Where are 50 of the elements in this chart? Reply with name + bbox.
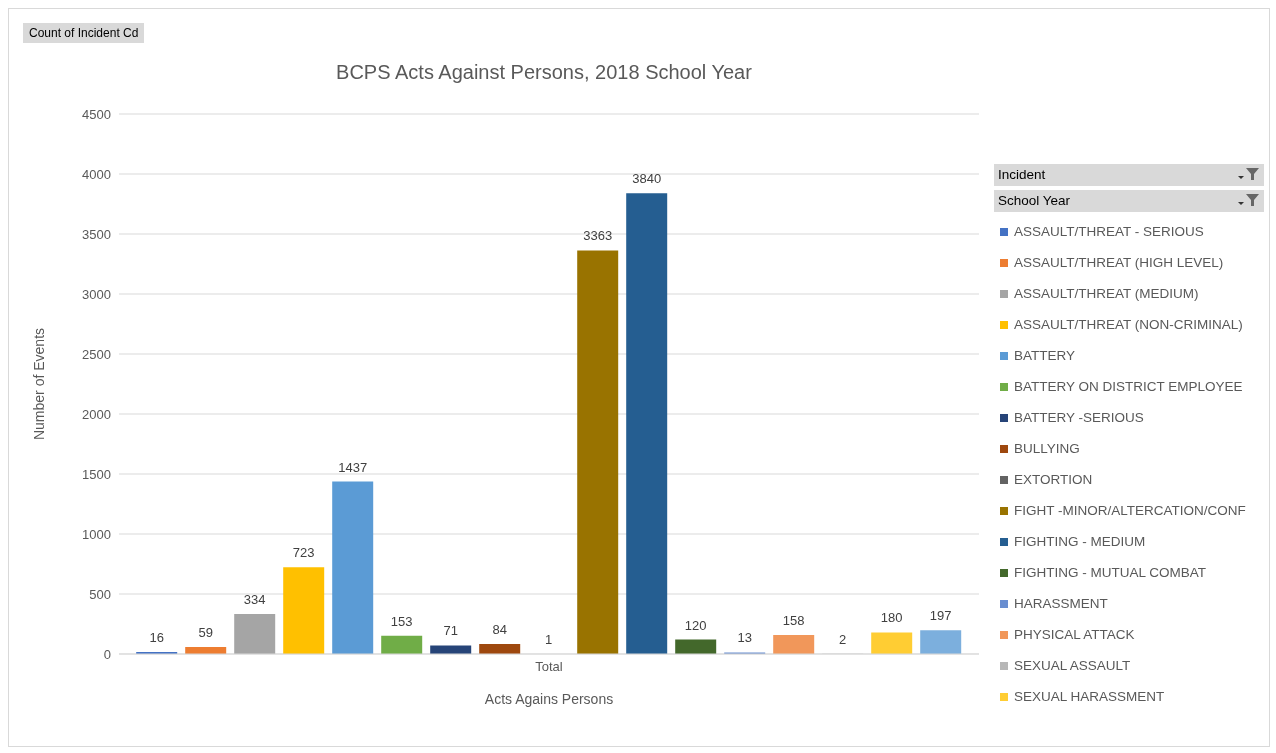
x-tick-label: Total <box>535 659 563 675</box>
data-label: 120 <box>684 617 707 633</box>
legend-label: BATTERY <box>1014 348 1076 363</box>
data-label: 723 <box>292 545 315 561</box>
text: School Year <box>994 190 1264 212</box>
legend-label: FIGHT -MINOR/ALTERCATION/CONF <box>1014 503 1246 518</box>
data-label: 197 <box>929 608 952 624</box>
data-label: 3840 <box>632 171 662 187</box>
x-axis-title: Acts Agains Persons <box>484 691 614 707</box>
legend-label: EXTORTION <box>1014 472 1093 487</box>
data-label: 1437 <box>338 459 368 475</box>
data-label: 59 <box>198 624 213 640</box>
legend-label: FIGHTING - MEDIUM <box>1014 534 1146 549</box>
legend-label: ASSAULT/THREAT - SERIOUS <box>1014 224 1204 239</box>
chart-title: BCPS Acts Against Persons, 2018 School Year <box>335 61 753 84</box>
data-label: 1 <box>545 631 553 647</box>
legend-label: ASSAULT/THREAT (HIGH LEVEL) <box>1014 255 1224 270</box>
text: Incident <box>994 164 1264 186</box>
legend-label: FIGHTING - MUTUAL COMBAT <box>1014 565 1206 580</box>
data-label: 13 <box>737 630 752 646</box>
legend-label: HARASSMENT <box>1014 596 1108 611</box>
legend-label: ASSAULT/THREAT (NON-CRIMINAL) <box>1014 317 1243 332</box>
data-label: 16 <box>149 630 164 646</box>
legend-label: SEXUAL ASSAULT <box>1014 658 1131 673</box>
data-label: 180 <box>880 610 903 626</box>
legend-label: PHYSICAL ATTACK <box>1014 627 1135 642</box>
data-label: 153 <box>390 613 413 629</box>
y-tick-label: 2000 <box>82 406 111 422</box>
y-tick-label: 500 <box>89 586 111 602</box>
legend-label: SEXUAL HARASSMENT <box>1014 689 1165 704</box>
legend-label: BATTERY ON DISTRICT EMPLOYEE <box>1014 379 1243 394</box>
y-tick-label: 0 <box>103 646 111 662</box>
y-tick-label: 4500 <box>82 106 111 122</box>
legend-label: BATTERY -SERIOUS <box>1014 410 1144 425</box>
data-label: 2 <box>839 631 847 647</box>
y-tick-label: 2500 <box>82 346 111 362</box>
legend-label: BULLYING <box>1014 441 1080 456</box>
y-tick-label: 4000 <box>82 166 111 182</box>
y-tick-label: 1000 <box>82 526 111 542</box>
y-tick-label: 3500 <box>82 226 111 242</box>
y-tick-label: 3000 <box>82 286 111 302</box>
data-label: 84 <box>492 621 507 637</box>
data-label: 71 <box>443 623 458 639</box>
text: Count of Incident Cd <box>23 23 145 43</box>
data-label: 158 <box>782 613 805 629</box>
legend-label: ASSAULT/THREAT (MEDIUM) <box>1014 286 1199 301</box>
data-label: 3363 <box>583 228 613 244</box>
y-axis-title: Number of Events <box>30 327 47 441</box>
data-label: 334 <box>243 591 266 607</box>
y-tick-label: 1500 <box>82 466 111 482</box>
